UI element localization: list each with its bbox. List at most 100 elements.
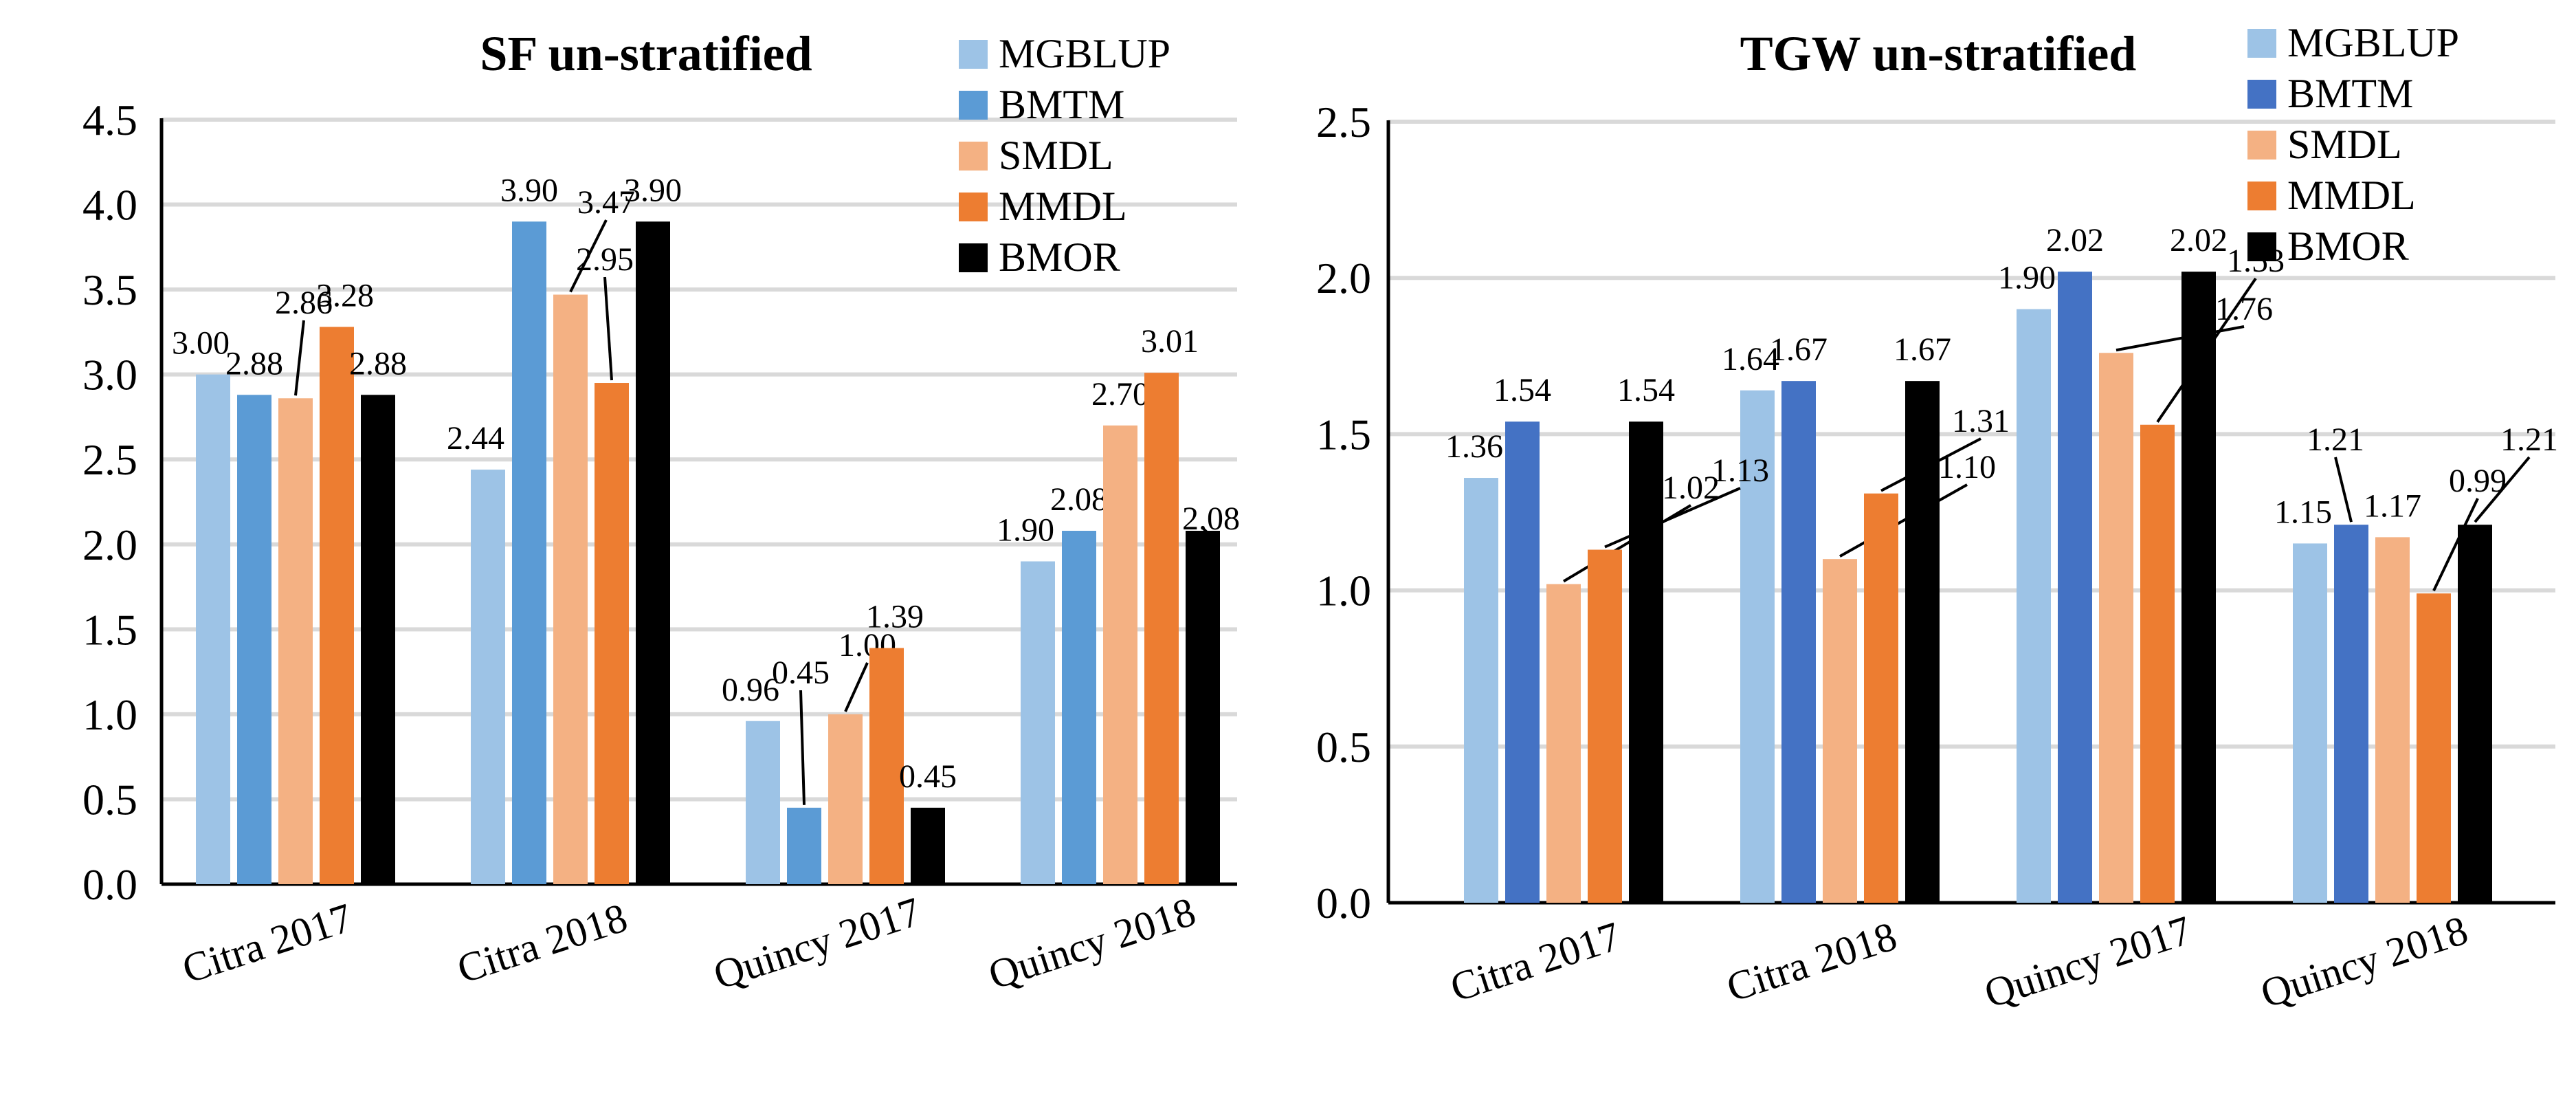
legend: MGBLUP BMTM SMDL MMDL BMOR [959,31,1170,280]
bar-mgblup-citra-2017 [196,374,230,884]
category-label: Citra 2017 [1445,913,1625,1011]
bar-mgblup-quincy-2017 [2017,309,2051,903]
legend-swatch-bmor [959,243,988,272]
bar-smdl-quincy-2018 [2375,537,2410,903]
y-tick-label: 2.5 [1316,98,1371,146]
bar-mmdl-citra-2017 [1588,549,1622,903]
category-label: Quincy 2018 [983,888,1201,998]
legend-swatch-bmtm [2247,80,2276,109]
data-label: 3.47 [577,184,635,221]
y-tick-label: 1.0 [1316,567,1371,615]
data-label: 3.00 [172,325,230,362]
bar-mmdl-quincy-2017 [869,648,904,884]
legend-swatch-mgblup [2247,29,2276,58]
data-label: 1.64 [1722,341,1779,377]
bar-smdl-citra-2017 [278,398,313,884]
data-label: 1.31 [1952,403,2010,439]
bar-bmtm-quincy-2018 [1062,531,1096,884]
legend-swatch-mmdl [2247,182,2276,210]
bar-smdl-citra-2018 [553,294,588,885]
legend-label-smdl: SMDL [2287,122,2402,167]
bar-smdl-quincy-2017 [2099,353,2133,903]
data-label: 1.90 [1998,260,2056,296]
legend-label-mgblup: MGBLUP [2287,20,2459,65]
bar-mgblup-citra-2018 [1740,390,1775,903]
bar-mmdl-citra-2018 [1864,493,1898,903]
bar-bmor-citra-2018 [636,221,670,884]
y-tick-label: 3.0 [82,351,137,399]
data-label: 0.96 [722,672,779,708]
legend-swatch-mmdl [959,193,988,221]
y-tick-label: 2.0 [1316,254,1371,303]
data-label: 1.36 [1445,428,1503,465]
legend: MGBLUP BMTM SMDL MMDL BMOR [2247,20,2459,269]
data-label: 0.45 [772,655,830,691]
category-label: Citra 2018 [452,894,632,992]
y-tick-label: 4.5 [82,96,137,144]
data-label: 1.13 [1711,452,1769,489]
data-label: 0.45 [899,758,957,795]
legend-label-smdl: SMDL [999,133,1113,178]
bar-bmor-citra-2018 [1905,381,1940,903]
label-leader-line [1201,527,1212,538]
data-label: 2.70 [1091,376,1149,413]
label-leader-line [2432,498,2479,592]
bar-bmor-citra-2017 [361,395,395,884]
y-tick-label: 4.0 [82,181,137,230]
data-label: 1.10 [1938,449,1996,485]
data-label: 2.02 [2170,222,2228,259]
legend-label-bmtm: BMTM [2287,71,2413,116]
bar-mgblup-citra-2017 [1464,478,1498,903]
bar-mgblup-quincy-2018 [1021,561,1055,884]
data-label: 1.15 [2274,494,2332,530]
data-label: 2.08 [1050,481,1108,518]
legend-swatch-smdl [2247,131,2276,160]
y-tick-label: 0.5 [1316,723,1371,771]
category-label: Citra 2017 [177,894,357,992]
bar-bmor-quincy-2018 [2458,525,2492,903]
legend-swatch-bmor [2247,232,2276,261]
legend-label-mmdl: MMDL [999,184,1127,229]
legend-swatch-bmtm [959,91,988,120]
label-leader-line [844,662,869,712]
data-label: 1.90 [997,512,1054,548]
legend-label-mmdl: MMDL [2287,173,2416,218]
y-tick-label: 1.0 [82,690,137,739]
bar-bmor-quincy-2017 [911,807,945,884]
data-label: 3.90 [624,172,682,208]
bar-mgblup-citra-2018 [471,470,505,884]
legend-label-bmor: BMOR [999,234,1120,280]
data-label: 2.02 [2046,222,2104,259]
label-leader-line [294,320,305,396]
data-label: 3.28 [316,277,374,314]
bar-smdl-citra-2017 [1546,584,1581,903]
legend-label-bmor: BMOR [2287,223,2409,269]
chart-panel-1: 0.0 0.5 1.0 1.5 2.0 2.5 3.0 3.5 4.0 4.5 3.00 2.44 0.… [82,26,1240,998]
y-tick-label: 1.5 [1316,410,1371,459]
data-label: 0.99 [2449,463,2507,499]
data-label: 1.54 [1617,372,1675,408]
label-leader-line [799,690,806,805]
bar-bmtm-quincy-2017 [2058,272,2092,903]
y-tick-label: 0.5 [82,775,137,824]
bar-mgblup-quincy-2017 [746,721,780,884]
data-label: 2.86 [275,285,333,321]
data-label: 2.88 [225,345,283,382]
bar-bmtm-citra-2018 [1781,381,1816,903]
y-tick-label: 3.5 [82,265,137,314]
data-label: 1.39 [866,599,924,635]
bar-bmtm-quincy-2017 [787,807,821,884]
category-label: Quincy 2017 [1979,907,2197,1016]
data-label: 2.08 [1182,501,1240,537]
category-label: Citra 2018 [1721,913,1902,1011]
bar-smdl-quincy-2018 [1103,425,1137,884]
bar-mmdl-citra-2017 [320,327,354,884]
label-leader-line [1839,483,1968,558]
bar-mmdl-quincy-2017 [2140,424,2175,903]
y-tick-label: 0.0 [1316,879,1371,927]
label-leader-line [2116,325,2245,352]
label-leader-line [569,219,608,293]
legend-swatch-smdl [959,142,988,171]
legend-label-bmtm: BMTM [999,82,1124,127]
y-tick-label: 2.5 [82,435,137,484]
